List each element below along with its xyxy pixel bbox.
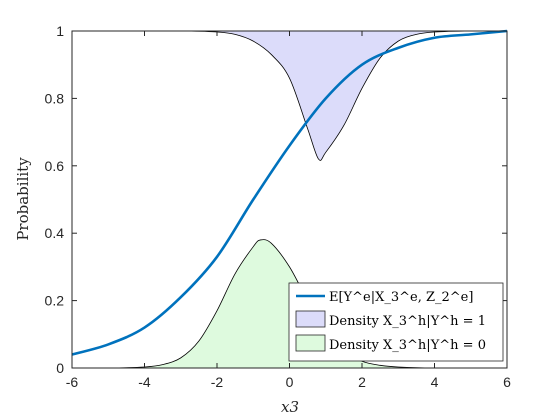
y-tick-label: 0.4 xyxy=(45,225,65,241)
legend-label-density-y0: Density X_3^h|Y^h = 0 xyxy=(329,338,486,353)
y-tick-label: 0 xyxy=(56,360,64,376)
density-outline-y1 xyxy=(71,30,508,161)
ticks-layer: -6 -4 -2 0 2 4 6 0 0.2 0.4 0.6 0.8 1 xyxy=(45,23,512,390)
legend-swatch-density-y1 xyxy=(295,310,326,328)
legend-swatch-density-y0 xyxy=(295,334,326,352)
x-tick-label: -4 xyxy=(138,374,151,390)
y-tick-label: 0.8 xyxy=(45,90,65,106)
y-tick-label: 0.6 xyxy=(45,158,65,174)
x-tick-label: 2 xyxy=(358,374,366,390)
y-tick-label: 1 xyxy=(56,23,64,39)
density-area-y1 xyxy=(72,30,507,161)
legend: E[Y^e|X_3^e, Z_2^e] Density X_3^h|Y^h = … xyxy=(288,282,504,362)
legend-label-expectation: E[Y^e|X_3^e, Z_2^e] xyxy=(329,290,473,305)
expectation-line xyxy=(71,29,508,356)
x-tick-label: 4 xyxy=(431,374,439,390)
y-tick-label: 0.2 xyxy=(45,293,65,309)
y-axis-label: Probability xyxy=(14,157,32,241)
x-tick-label: 0 xyxy=(286,374,294,390)
x-tick-label: 6 xyxy=(503,374,511,390)
x-tick-label: -6 xyxy=(66,374,79,390)
x-axis-label: x3 xyxy=(281,398,299,416)
x-tick-label: -2 xyxy=(211,374,224,390)
density-outline-y0 xyxy=(71,239,508,369)
legend-label-density-y1: Density X_3^h|Y^h = 1 xyxy=(329,314,486,329)
